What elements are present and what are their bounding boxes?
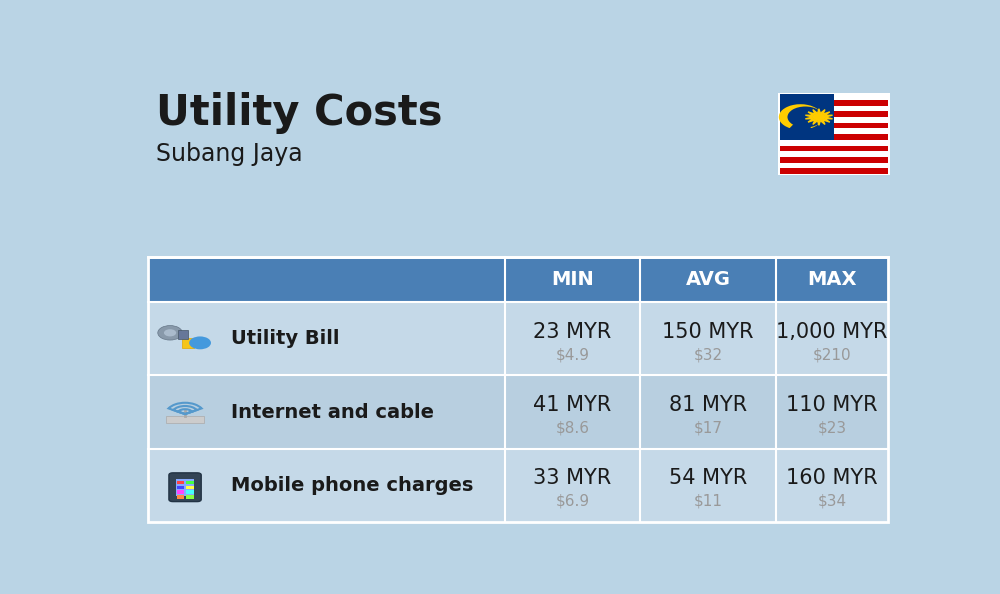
Text: Mobile phone charges: Mobile phone charges: [231, 476, 474, 495]
Text: 54 MYR: 54 MYR: [669, 468, 747, 488]
Bar: [176, 479, 194, 495]
Bar: [780, 134, 888, 140]
Circle shape: [164, 329, 176, 336]
FancyBboxPatch shape: [169, 473, 201, 501]
Bar: [177, 495, 184, 499]
Bar: [780, 100, 888, 106]
Text: $32: $32: [694, 347, 723, 362]
Bar: [148, 257, 888, 522]
Bar: [780, 94, 888, 100]
Bar: [148, 375, 888, 448]
Text: 23 MYR: 23 MYR: [533, 321, 612, 342]
Text: Subang Jaya: Subang Jaya: [156, 142, 303, 166]
Bar: [780, 169, 888, 174]
Text: MAX: MAX: [807, 270, 857, 289]
Text: 160 MYR: 160 MYR: [786, 468, 878, 488]
Text: MIN: MIN: [551, 270, 594, 289]
Text: $6.9: $6.9: [556, 494, 590, 509]
Text: $34: $34: [818, 494, 847, 509]
Bar: [780, 146, 888, 151]
Text: $8.6: $8.6: [556, 421, 590, 435]
Polygon shape: [805, 109, 833, 125]
Bar: [166, 416, 204, 424]
Bar: [778, 93, 890, 175]
Bar: [177, 481, 184, 484]
Text: Utility Bill: Utility Bill: [231, 329, 340, 348]
Text: $23: $23: [818, 421, 847, 435]
Circle shape: [189, 336, 211, 349]
Wedge shape: [779, 104, 822, 128]
Text: $17: $17: [694, 421, 723, 435]
Bar: [148, 448, 888, 522]
Text: 110 MYR: 110 MYR: [786, 394, 878, 415]
Bar: [177, 491, 184, 494]
Bar: [780, 140, 888, 146]
Bar: [780, 111, 888, 117]
Bar: [780, 123, 888, 128]
Bar: [780, 157, 888, 163]
Text: 41 MYR: 41 MYR: [533, 394, 612, 415]
Bar: [177, 486, 184, 489]
Bar: [780, 151, 888, 157]
Bar: [186, 481, 194, 484]
Bar: [780, 128, 888, 134]
Text: 1,000 MYR: 1,000 MYR: [776, 321, 888, 342]
Bar: [780, 106, 888, 111]
Circle shape: [158, 326, 182, 340]
Text: $11: $11: [694, 494, 723, 509]
Bar: [186, 495, 194, 499]
Text: Utility Costs: Utility Costs: [156, 92, 442, 134]
Text: $210: $210: [813, 347, 852, 362]
Bar: [182, 337, 194, 347]
Bar: [148, 302, 888, 375]
Bar: [148, 257, 888, 302]
Text: 150 MYR: 150 MYR: [662, 321, 754, 342]
Text: $4.9: $4.9: [556, 347, 590, 362]
Text: 33 MYR: 33 MYR: [533, 468, 612, 488]
Circle shape: [787, 106, 823, 128]
Bar: [780, 163, 888, 169]
Bar: [186, 486, 194, 489]
Text: AVG: AVG: [686, 270, 731, 289]
Text: 81 MYR: 81 MYR: [669, 394, 747, 415]
Bar: [178, 330, 188, 339]
Text: Internet and cable: Internet and cable: [231, 403, 434, 422]
Bar: [186, 491, 194, 494]
Bar: [780, 117, 888, 123]
Bar: [780, 94, 834, 140]
